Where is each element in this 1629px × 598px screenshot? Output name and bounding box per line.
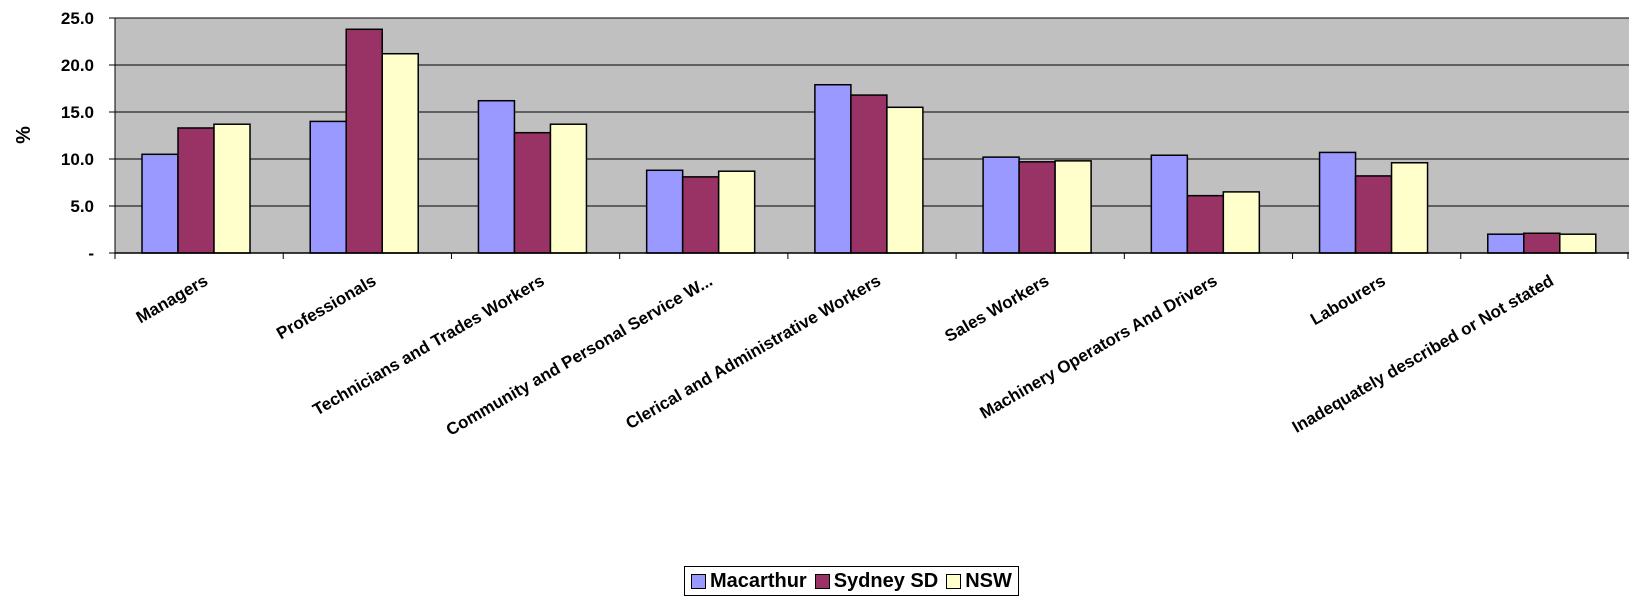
legend: Macarthur Sydney SD NSW [684,566,1019,596]
bars [141,28,1597,254]
y-axis-label: % [13,126,35,144]
y-tick-label: 5.0 [70,197,94,216]
x-tick-label: Inadequately described or Not stated [1289,271,1557,437]
x-tick-label: Managers [133,271,211,327]
bar-macarthur-machinery-operators-and-drivers [1150,154,1189,254]
y-tick-label: 15.0 [61,103,94,122]
legend-swatch-macarthur [691,573,706,589]
bar-sydney-sd-machinery-operators-and-drivers [1186,194,1225,254]
bar-nsw-professionals [381,52,419,254]
legend-item-sydney-sd: Sydney SD [814,569,939,593]
axes [109,17,1629,259]
legend-item-nsw: NSW [946,570,1012,593]
y-tick-label: 20.0 [61,56,94,75]
bar-macarthur-sales-workers [982,156,1020,254]
legend-swatch-nsw [946,573,962,589]
y-tick-label: - [88,244,94,263]
bar-sydney-sd-community-and-personal-service-w [681,176,720,254]
bar-macarthur-professionals [309,120,347,254]
bar-macarthur-managers [141,153,179,254]
bar-nsw-sales-workers [1054,160,1092,254]
y-tick-label: 10.0 [61,150,94,169]
bar-nsw-clerical-and-administrative-workers [886,106,924,254]
y-tick-labels: - 5.0 10.0 15.0 20.0 25.0 [61,9,94,263]
legend-label-nsw: NSW [965,569,1012,592]
legend-label-macarthur: Macarthur [710,569,807,592]
bar-macarthur-technicians-and-trades-workers [477,99,516,254]
bar-sydney-sd-clerical-and-administrative-workers [850,94,888,254]
bar-nsw-community-and-personal-service-w [717,170,756,254]
bar-sydney-sd-sales-workers [1018,161,1056,254]
legend-swatch-sydney-sd [814,573,830,589]
x-tick-label: Sales Workers [942,271,1053,346]
x-tick-label: Clerical and Administrative Workers [622,271,884,433]
legend-item-macarthur: Macarthur [691,570,807,593]
x-tick-label: Community and Personal Service W... [443,271,716,440]
legend-label-sydney-sd: Sydney SD [833,569,939,592]
bar-nsw-technicians-and-trades-workers [549,123,588,254]
bar-macarthur-inadequately-described-or-not-stated [1487,233,1525,254]
bar-nsw-inadequately-described-or-not-stated [1559,233,1597,254]
bar-sydney-sd-labourers [1354,175,1393,254]
bar-sydney-sd-inadequately-described-or-not-stated [1523,232,1561,254]
bar-sydney-sd-technicians-and-trades-workers [513,131,552,254]
x-tick-label: Labourers [1307,271,1389,329]
bar-macarthur-labourers [1318,151,1357,254]
bar-sydney-sd-managers [177,127,215,254]
bar-nsw-machinery-operators-and-drivers [1222,191,1261,254]
bar-macarthur-community-and-personal-service-w [645,169,684,254]
bar-nsw-managers [213,123,251,254]
y-tick-label: 25.0 [61,9,94,28]
bar-nsw-labourers [1390,162,1429,254]
bar-sydney-sd-professionals [345,28,383,254]
bar-macarthur-clerical-and-administrative-workers [814,83,852,254]
x-tick-label: Professionals [273,271,379,343]
